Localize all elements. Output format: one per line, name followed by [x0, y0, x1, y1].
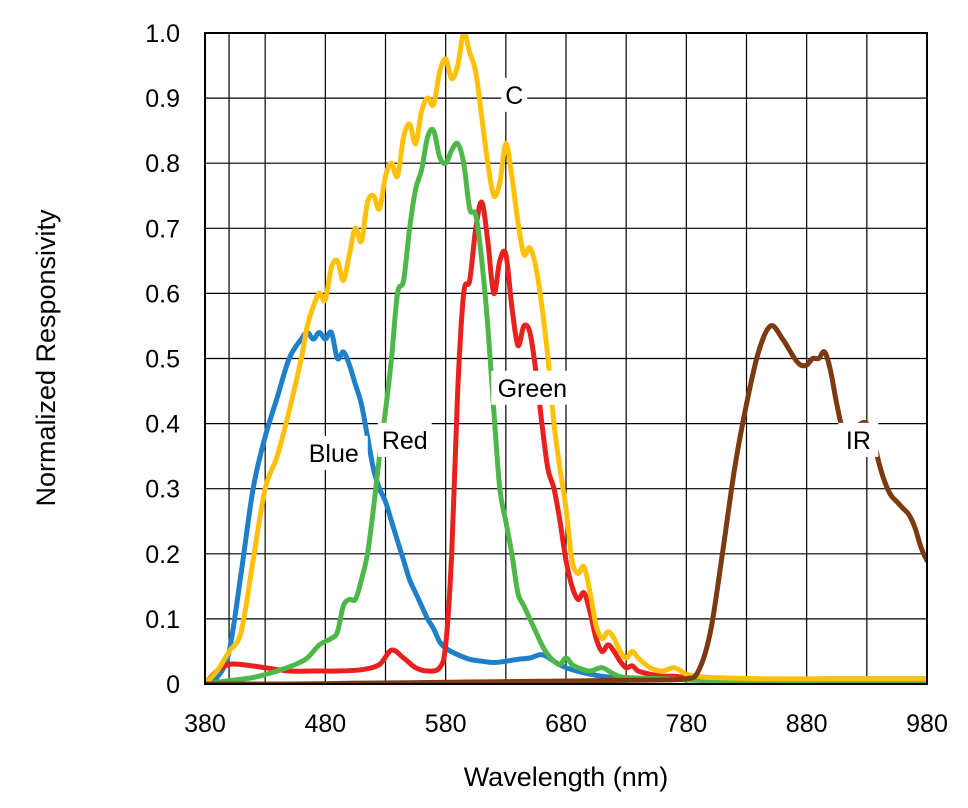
series-line-ir: [205, 323, 927, 684]
y-tick-label: 0.6: [145, 280, 180, 308]
y-tick-label: 0.3: [145, 476, 180, 504]
y-tick-label: 1.0: [145, 20, 180, 48]
y-tick-label: 0.8: [145, 150, 180, 178]
series-layer: [205, 33, 927, 684]
series-label-bg: [501, 77, 528, 112]
x-tick-label: 580: [425, 710, 467, 738]
series-label-bg: [838, 422, 879, 457]
series-label-ir: IR: [838, 422, 879, 457]
y-tick-label: 0.5: [145, 346, 180, 374]
x-tick-label: 380: [184, 710, 226, 738]
x-tick-label: 980: [906, 710, 948, 738]
series-label-red: Red: [377, 422, 432, 457]
series-label-green: Green: [491, 370, 574, 405]
y-tick-label: 0.4: [145, 411, 180, 439]
x-axis-title: Wavelength (nm): [464, 762, 669, 792]
x-tick-label: 480: [304, 710, 346, 738]
series-label-text: Green: [498, 375, 567, 403]
x-tick-labels: 380 480 580 680 780 880 980: [184, 710, 948, 738]
series-labels: Blue Red Green C IR: [299, 77, 879, 470]
series-label-bg: [299, 435, 368, 470]
x-tick-label: 880: [786, 710, 828, 738]
y-tick-labels: 0 0.1 0.2 0.3 0.4 0.5 0.6 0.7 0.8 0.9 1.0: [145, 20, 180, 699]
series-label-blue: Blue: [299, 435, 368, 470]
y-axis-title: Normalized Responsivity: [31, 209, 61, 507]
y-tick-label: 0.9: [145, 85, 180, 113]
y-tick-label: 0.2: [145, 541, 180, 569]
series-label-text: C: [505, 82, 523, 110]
series-line-red: [205, 199, 927, 684]
series-label-bg: [377, 422, 432, 457]
y-tick-label: 0.7: [145, 215, 180, 243]
series-label-text: Red: [382, 427, 428, 455]
series-label-bg: [491, 370, 574, 405]
series-line-c: [205, 33, 927, 684]
series-label-c: C: [501, 77, 528, 112]
y-tick-label: 0: [166, 671, 180, 699]
series-label-text: IR: [846, 427, 871, 455]
x-tick-label: 780: [665, 710, 707, 738]
series-line-green: [205, 126, 927, 684]
series-label-text: Blue: [309, 440, 359, 468]
y-tick-label: 0.1: [145, 606, 180, 634]
plot-frame: [204, 32, 928, 685]
x-tick-label: 680: [545, 710, 587, 738]
